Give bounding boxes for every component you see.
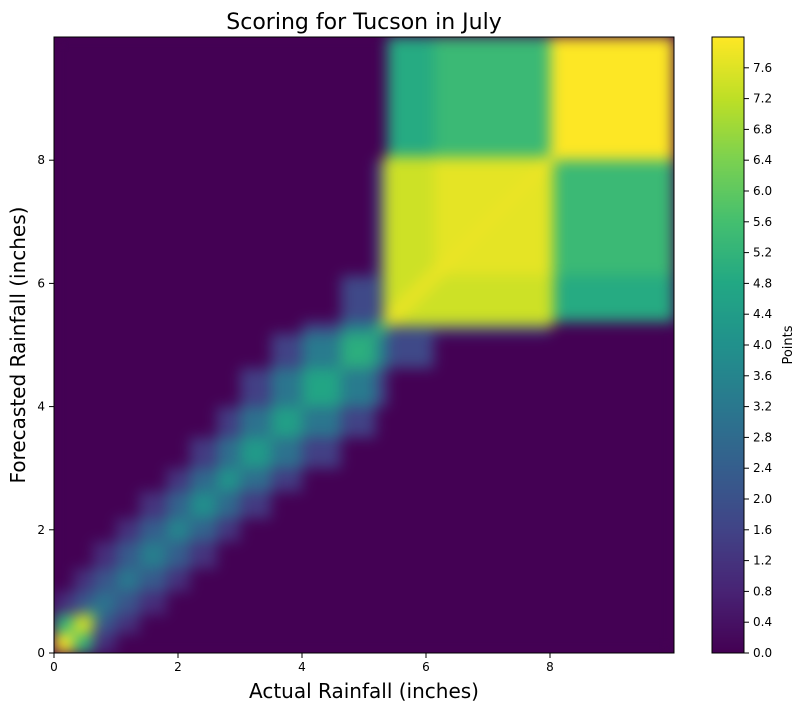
x-tick-label: 0 — [50, 660, 58, 674]
y-tick-label: 2 — [37, 523, 45, 537]
chart-title: Scoring for Tucson in July — [226, 10, 501, 35]
colorbar-tick-label: 0.0 — [753, 646, 772, 660]
colorbar-tick-label: 1.6 — [753, 523, 772, 537]
colorbar-tick-label: 4.0 — [753, 338, 772, 352]
colorbar-tick-label: 5.6 — [753, 215, 772, 229]
x-tick-label: 8 — [546, 660, 554, 674]
colorbar-tick-label: 2.8 — [753, 430, 772, 444]
colorbar-tick-label: 6.4 — [753, 153, 772, 167]
colorbar-tick-label: 6.8 — [753, 122, 772, 136]
colorbar-tick-label: 7.6 — [753, 61, 772, 75]
x-tick-label: 4 — [298, 660, 306, 674]
colorbar: 0.0 0.4 0.8 1.2 1.6 2.0 2.4 2.8 3.2 3.6 4.0 4.4 4.8 5… — [711, 36, 796, 660]
colorbar-tick-label: 7.2 — [753, 92, 772, 106]
y-axis-label: Forecasted Rainfall (inches) — [6, 207, 30, 484]
colorbar-tick-label: 0.8 — [753, 584, 772, 598]
colorbar-tick-label: 4.4 — [753, 307, 772, 321]
x-axis-ticks: 0 2 4 6 8 — [50, 653, 554, 674]
y-axis-ticks: 0 2 4 6 8 — [37, 153, 54, 660]
x-tick-label: 6 — [422, 660, 430, 674]
heatmap-image — [54, 37, 674, 653]
colorbar-label: Points — [781, 325, 796, 364]
colorbar-tick-label: 5.2 — [753, 246, 772, 260]
y-tick-label: 6 — [37, 276, 45, 290]
colorbar-tick-label: 2.0 — [753, 492, 772, 506]
y-tick-label: 0 — [37, 646, 45, 660]
colorbar-tick-label: 2.4 — [753, 461, 772, 475]
y-tick-label: 4 — [37, 400, 45, 414]
colorbar-tick-label: 1.2 — [753, 554, 772, 568]
y-tick-label: 8 — [37, 153, 45, 167]
colorbar-tick-label: 4.8 — [753, 276, 772, 290]
colorbar-tick-label: 6.0 — [753, 184, 772, 198]
x-tick-label: 2 — [174, 660, 182, 674]
colorbar-gradient — [712, 37, 744, 653]
colorbar-tick-label: 3.2 — [753, 400, 772, 414]
colorbar-tick-label: 0.4 — [753, 615, 772, 629]
colorbar-tick-label: 3.6 — [753, 369, 772, 383]
plot-frame — [53, 36, 675, 654]
heatmap — [54, 37, 674, 653]
colorbar-ticks: 0.0 0.4 0.8 1.2 1.6 2.0 2.4 2.8 3.2 3.6 4.0 4.4 4.8 5… — [744, 61, 772, 660]
x-axis-label: Actual Rainfall (inches) — [249, 679, 479, 703]
